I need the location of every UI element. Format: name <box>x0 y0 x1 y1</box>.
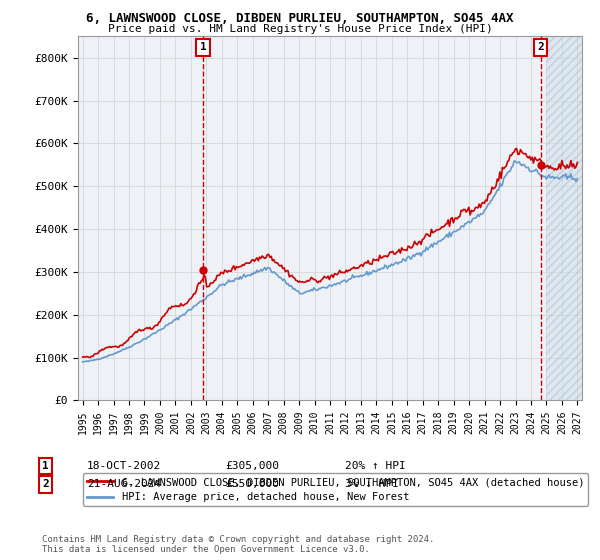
Text: 1: 1 <box>42 461 49 471</box>
Bar <box>547 36 585 400</box>
Text: Price paid vs. HM Land Registry's House Price Index (HPI): Price paid vs. HM Land Registry's House … <box>107 24 493 34</box>
Text: 1: 1 <box>200 43 206 52</box>
Text: 2: 2 <box>537 43 544 52</box>
Text: 21-AUG-2024: 21-AUG-2024 <box>87 479 161 489</box>
Text: 2: 2 <box>42 479 49 489</box>
Text: Contains HM Land Registry data © Crown copyright and database right 2024.
This d: Contains HM Land Registry data © Crown c… <box>42 535 434 554</box>
Text: 6, LAWNSWOOD CLOSE, DIBDEN PURLIEU, SOUTHAMPTON, SO45 4AX: 6, LAWNSWOOD CLOSE, DIBDEN PURLIEU, SOUT… <box>86 12 514 25</box>
Text: 3% ↓ HPI: 3% ↓ HPI <box>345 479 399 489</box>
Text: 18-OCT-2002: 18-OCT-2002 <box>87 461 161 471</box>
Text: £550,000: £550,000 <box>225 479 279 489</box>
Legend: 6, LAWNSWOOD CLOSE, DIBDEN PURLIEU, SOUTHAMPTON, SO45 4AX (detached house), HPI:: 6, LAWNSWOOD CLOSE, DIBDEN PURLIEU, SOUT… <box>83 473 589 506</box>
Text: £305,000: £305,000 <box>225 461 279 471</box>
Text: 20% ↑ HPI: 20% ↑ HPI <box>345 461 406 471</box>
